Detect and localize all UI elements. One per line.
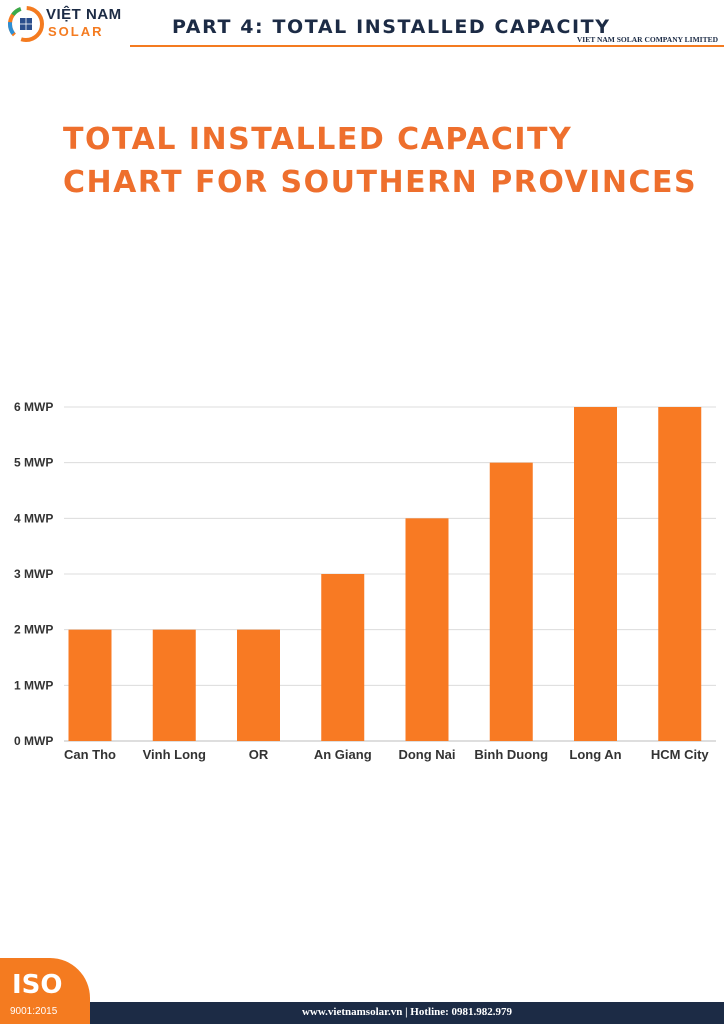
bar-long-an	[574, 407, 617, 741]
y-tick-label: 3 MWP	[14, 567, 53, 581]
y-tick-label: 1 MWP	[14, 678, 53, 692]
y-tick-label: 6 MWP	[14, 400, 53, 414]
footer-bar: www.vietnamsolar.vn | Hotline: 0981.982.…	[90, 1002, 724, 1024]
bar-chart: 0 MWP 1 MWP 2 MWP 3 MWP 4 MWP 5 MWP 6 MWP Can T…	[14, 400, 716, 762]
y-tick-label: 5 MWP	[14, 456, 53, 470]
x-category-label: Can Tho	[64, 747, 116, 762]
x-category-label: Long An	[569, 747, 621, 762]
bar-can-tho	[68, 629, 112, 741]
header-divider	[130, 45, 724, 47]
company-name: VIET NAM SOLAR COMPANY LIMITED	[576, 35, 718, 44]
bar-or	[237, 629, 280, 741]
footer-contact: www.vietnamsolar.vn | Hotline: 0981.982.…	[301, 1006, 513, 1018]
chart-heading: TOTAL INSTALLED CAPACITY CHART FOR SOUTH…	[63, 118, 697, 204]
chart-heading-line1: TOTAL INSTALLED CAPACITY	[63, 122, 573, 157]
bar-an-giang	[321, 574, 365, 741]
page-header: VIỆT NAM SOLAR PART 4: TOTAL INSTALLED C…	[0, 0, 724, 48]
iso-number: 9001:2015	[10, 1006, 58, 1017]
logo-text-line2: SOLAR	[48, 24, 104, 39]
y-tick-label: 0 MWP	[14, 734, 53, 748]
iso-label: ISO	[12, 970, 63, 1000]
x-category-label: Vinh Long	[143, 747, 206, 762]
bar-binh-duong	[489, 462, 533, 741]
x-category-label: Binh Duong	[474, 747, 548, 762]
x-category-label: HCM City	[651, 747, 710, 762]
section-title: PART 4: TOTAL INSTALLED CAPACITY	[172, 16, 611, 38]
bar-vinh-long	[152, 629, 196, 741]
bar-dong-nai	[405, 518, 449, 741]
logo-text-line1: VIỆT NAM	[46, 6, 122, 23]
x-category-label: Dong Nai	[398, 747, 455, 762]
iso-badge: ISO 9001:2015	[0, 958, 90, 1024]
company-logo: VIỆT NAM SOLAR	[6, 4, 126, 44]
x-category-label: An Giang	[314, 747, 372, 762]
x-category-label: OR	[249, 747, 269, 762]
chart-heading-line2: CHART FOR SOUTHERN PROVINCES	[63, 165, 698, 200]
y-tick-label: 2 MWP	[14, 623, 53, 637]
logo-sun-icon	[8, 6, 44, 42]
bar-hcm-city	[658, 407, 702, 741]
y-tick-label: 4 MWP	[14, 511, 53, 525]
